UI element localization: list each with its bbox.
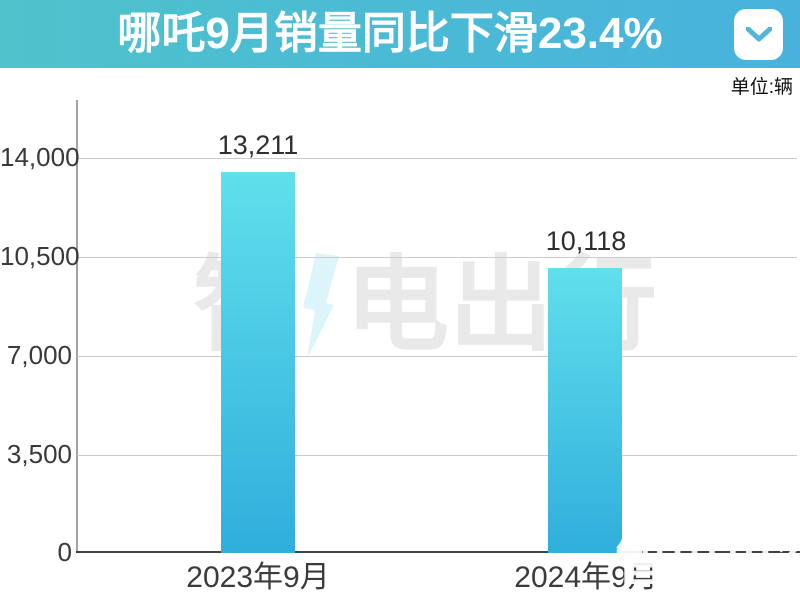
- x-axis-tick-label: 2023年9月: [186, 561, 330, 594]
- gridline: [77, 356, 797, 357]
- y-axis-tick-label: 14,000: [0, 142, 80, 172]
- lightning-bolt-icon: [303, 253, 340, 359]
- header-banner: 哪吒9月销量同比下滑23.4%: [0, 0, 800, 68]
- x-axis-baseline: [76, 551, 800, 553]
- y-axis-tick-label: 7,000: [6, 340, 72, 370]
- y-axis-tick-label: 3,500: [6, 439, 72, 469]
- gridline: [77, 158, 797, 159]
- bar-2023年9月: [221, 172, 295, 553]
- watermark-bottom-right: 智电出行: [615, 535, 800, 593]
- gridline: [77, 257, 797, 258]
- chevron-down-icon: [745, 26, 772, 43]
- collapse-button[interactable]: [734, 9, 783, 60]
- x-axis-tick-label: 2024年9月: [514, 561, 658, 594]
- gridline: [77, 455, 797, 456]
- page-title: 哪吒9月销量同比下滑23.4%: [117, 9, 663, 58]
- y-axis-tick-label: 0: [57, 537, 72, 567]
- bar-value-label: 10,118: [545, 226, 627, 256]
- y-axis-tick-label: 10,500: [0, 241, 80, 271]
- bar-value-label: 13,211: [217, 130, 299, 160]
- unit-label: 单位:辆: [730, 77, 793, 98]
- y-axis-line: [76, 100, 78, 553]
- watermark-bottom-edge-left: 智电出行: [195, 594, 371, 600]
- bar-2024年9月: [548, 268, 622, 553]
